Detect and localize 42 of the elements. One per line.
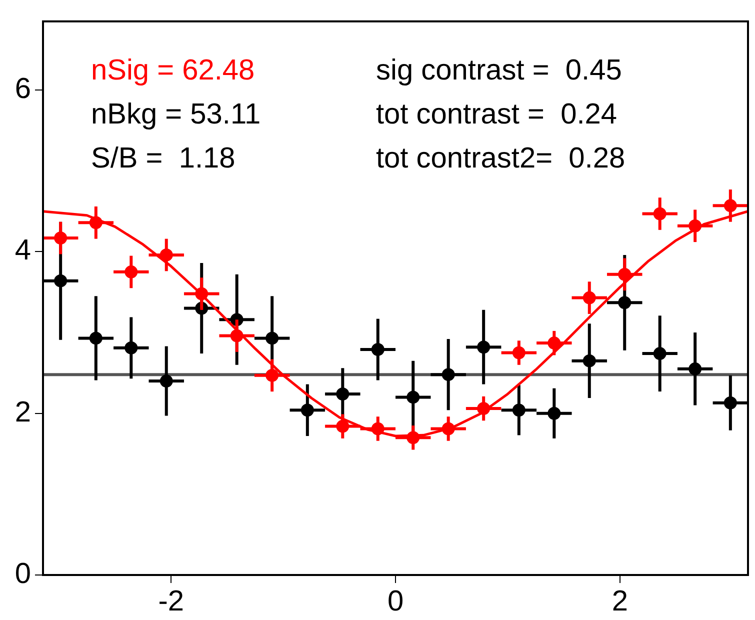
point	[124, 265, 138, 278]
y-tick-label: 6	[14, 73, 31, 106]
point	[160, 248, 173, 262]
point	[406, 390, 420, 404]
annotation: S/B = 1.18	[91, 142, 236, 174]
point	[300, 404, 314, 417]
point	[618, 296, 632, 310]
point	[371, 343, 384, 356]
point	[724, 396, 737, 410]
point	[618, 268, 632, 281]
y-tick-label: 2	[14, 396, 31, 428]
x-tick-label: 2	[612, 585, 628, 618]
point	[653, 207, 666, 220]
x-tick-label: 0	[387, 585, 404, 618]
point	[724, 199, 737, 212]
point	[89, 332, 102, 345]
point	[124, 341, 138, 354]
point	[442, 368, 455, 382]
point	[266, 368, 279, 382]
point	[548, 406, 561, 420]
annotation: tot contrast2= 0.28	[376, 142, 626, 174]
y-tick-label: 4	[14, 234, 31, 267]
point	[54, 274, 68, 288]
point	[512, 346, 526, 360]
point	[477, 340, 490, 354]
point	[336, 387, 350, 400]
point	[582, 354, 596, 368]
point	[512, 404, 526, 417]
point	[548, 336, 561, 350]
annotation: nBkg = 53.11	[91, 98, 261, 130]
annotation: tot contrast = 0.24	[376, 98, 618, 130]
annotation: nSig = 62.48	[91, 54, 255, 86]
point	[160, 374, 173, 388]
point	[266, 332, 279, 345]
annotation: sig contrast = 0.45	[376, 54, 622, 86]
point	[653, 347, 666, 360]
point	[54, 231, 68, 244]
y-tick-label: 0	[14, 558, 31, 590]
x-tick-label: -2	[158, 585, 184, 618]
point	[582, 291, 596, 304]
point	[688, 362, 702, 376]
point	[336, 420, 350, 433]
